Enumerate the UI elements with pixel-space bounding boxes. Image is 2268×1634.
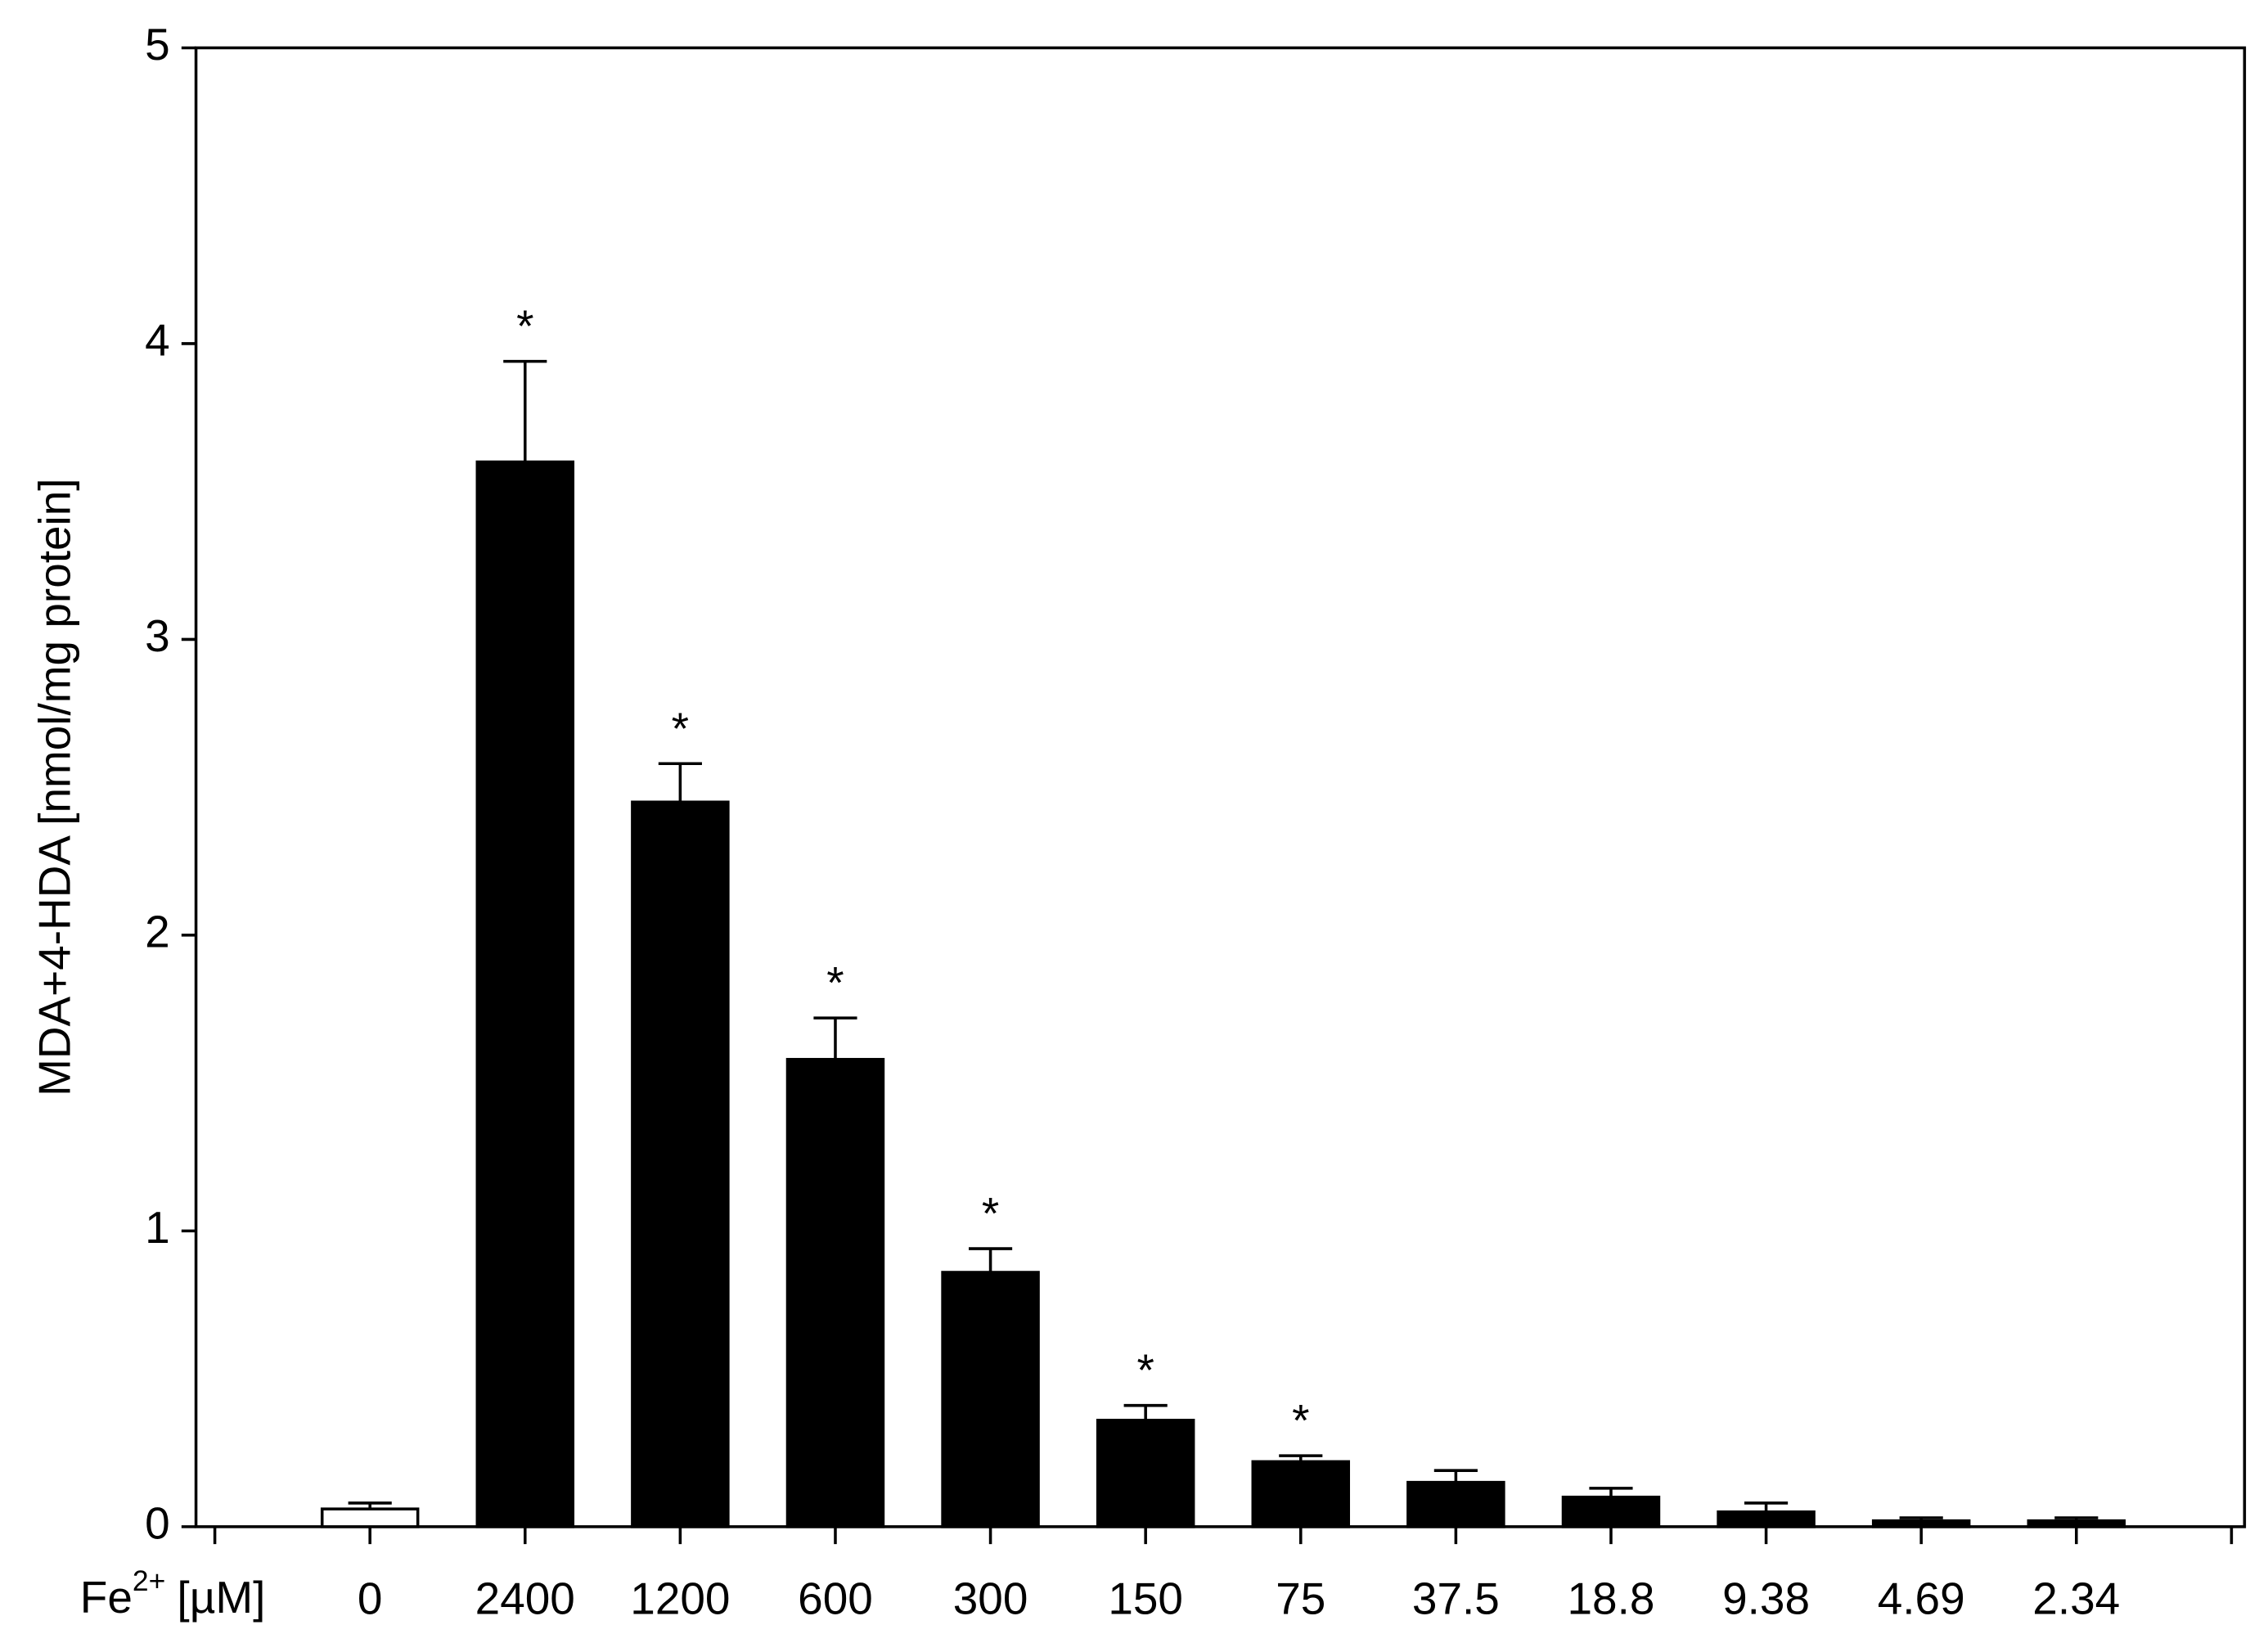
significance-mark: * xyxy=(826,957,844,1008)
x-tick-label: 300 xyxy=(953,1573,1028,1624)
x-tick-label: 0 xyxy=(358,1573,383,1624)
bar xyxy=(1717,1510,1816,1528)
x-label-sup: 2+ xyxy=(133,1564,165,1597)
y-tick-label: 0 xyxy=(145,1497,170,1548)
y-tick-label: 3 xyxy=(145,610,170,661)
bar xyxy=(1561,1495,1661,1528)
x-tick-label: 9.38 xyxy=(1722,1573,1810,1624)
bar xyxy=(2027,1519,2126,1528)
y-axis-label: MDA+4-HDA [nmol/mg protein] xyxy=(29,478,80,1096)
bar xyxy=(475,460,575,1528)
x-tick-label: 37.5 xyxy=(1412,1573,1500,1624)
bar xyxy=(941,1271,1040,1528)
significance-mark: * xyxy=(516,300,533,351)
x-tick-label: 2.34 xyxy=(2032,1573,2120,1624)
significance-mark: * xyxy=(1136,1344,1154,1395)
bar xyxy=(320,1507,420,1528)
x-tick-label: 4.69 xyxy=(1878,1573,1965,1624)
y-tick-label: 5 xyxy=(145,19,170,70)
significance-mark: * xyxy=(1292,1395,1309,1446)
y-tick-label: 2 xyxy=(145,906,170,957)
y-tick-label: 1 xyxy=(145,1202,170,1253)
bar xyxy=(1096,1418,1195,1528)
x-tick-label: 150 xyxy=(1108,1573,1183,1624)
x-tick-label: 75 xyxy=(1276,1573,1325,1624)
x-tick-label: 18.8 xyxy=(1568,1573,1655,1624)
y-tick-label: 4 xyxy=(145,314,170,365)
x-tick-label: 1200 xyxy=(630,1573,730,1624)
significance-mark: * xyxy=(672,703,689,754)
bar xyxy=(1406,1480,1505,1528)
x-tick-label: 2400 xyxy=(475,1573,575,1624)
plot-frame xyxy=(194,46,2247,1528)
bar xyxy=(631,800,730,1528)
x-label-unit: [µM] xyxy=(177,1572,265,1623)
x-tick-label: 600 xyxy=(798,1573,873,1624)
bar xyxy=(785,1057,885,1528)
bar xyxy=(1871,1519,1971,1528)
significance-mark: * xyxy=(982,1188,999,1239)
x-label-base: Fe xyxy=(80,1572,133,1623)
x-axis-label: Fe2+ [µM] xyxy=(80,1564,266,1622)
bar xyxy=(1251,1460,1351,1528)
